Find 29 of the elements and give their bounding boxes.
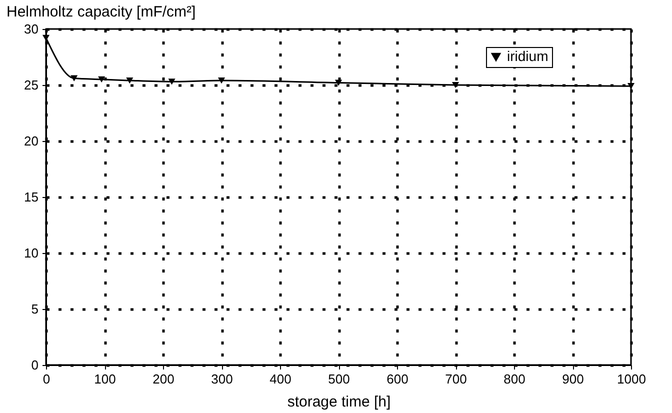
y-tick-label: 25 xyxy=(24,78,38,92)
point xyxy=(168,78,176,85)
point xyxy=(334,80,342,86)
x-tick-label: 700 xyxy=(445,372,467,386)
x-tick-label: 100 xyxy=(94,372,116,386)
x-tick-label: 0 xyxy=(42,372,50,386)
x-tick-label: 200 xyxy=(152,372,174,386)
x-tick-label: 1000 xyxy=(617,372,646,386)
point xyxy=(70,75,78,82)
y-tick-label: 15 xyxy=(24,190,38,204)
y-axis-title: Helmholtz capacity [mF/cm²] xyxy=(6,4,196,20)
x-tick-label: 500 xyxy=(328,372,350,386)
point xyxy=(627,83,635,90)
legend-label: iridium xyxy=(507,48,548,64)
point xyxy=(452,82,460,88)
x-axis-title: storage time [h] xyxy=(287,394,391,410)
x-tick-label: 600 xyxy=(386,372,408,386)
y-tick-label: 30 xyxy=(24,22,38,36)
point xyxy=(218,77,226,84)
x-tick-label: 300 xyxy=(211,372,233,386)
x-tick-label: 900 xyxy=(562,372,584,386)
x-tick-label: 800 xyxy=(504,372,526,386)
point xyxy=(126,77,134,84)
y-tick-label: 5 xyxy=(31,302,38,316)
point xyxy=(98,76,106,82)
y-tick-label: 20 xyxy=(24,134,38,148)
y-tick-label: 10 xyxy=(24,246,38,260)
x-tick-label: 400 xyxy=(270,372,292,386)
y-tick-label: 0 xyxy=(31,358,38,372)
